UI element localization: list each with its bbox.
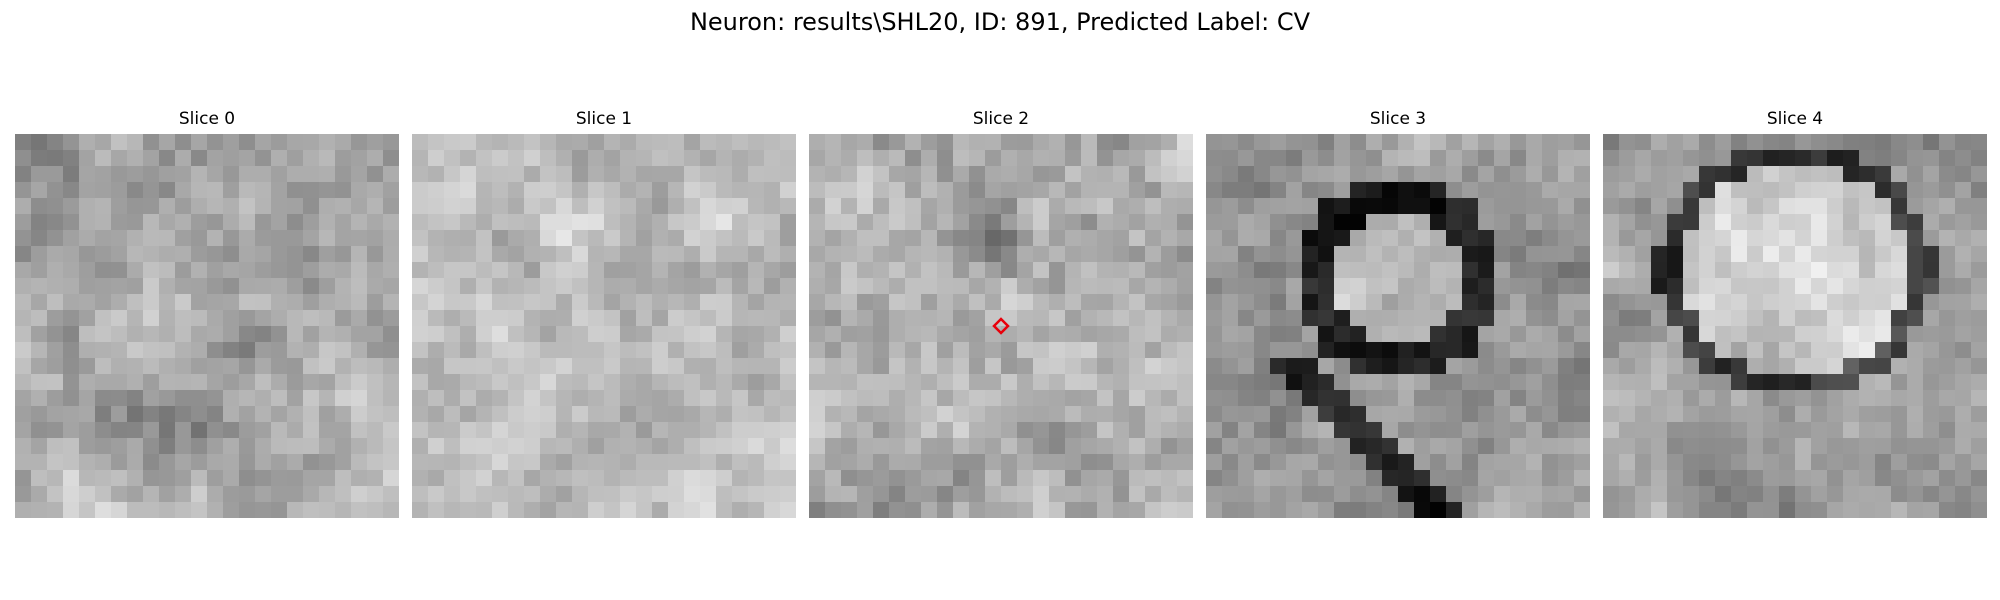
slice-0-image (15, 134, 399, 518)
slice-1-image (412, 134, 796, 518)
center-marker-icon (992, 317, 1010, 335)
slice-3-title: Slice 3 (1369, 109, 1427, 129)
slice-2-title: Slice 2 (972, 109, 1030, 129)
slice-0-title: Slice 0 (178, 109, 236, 129)
slice-2-image (809, 134, 1193, 518)
slice-4-title: Slice 4 (1766, 109, 1824, 129)
slice-3-image (1206, 134, 1590, 518)
figure-title: Neuron: results\SHL20, ID: 891, Predicte… (689, 8, 1311, 36)
slice-1-title: Slice 1 (575, 109, 633, 129)
slice-4-image (1603, 134, 1987, 518)
